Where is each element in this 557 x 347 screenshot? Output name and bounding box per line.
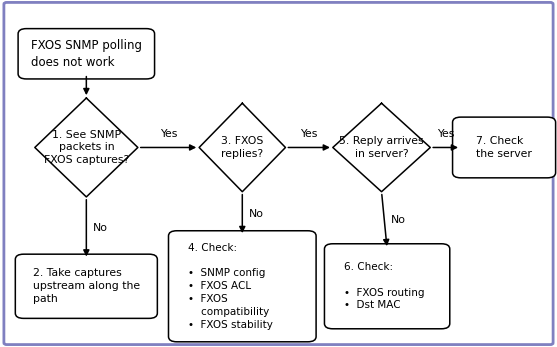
FancyBboxPatch shape	[169, 231, 316, 342]
Polygon shape	[199, 103, 285, 192]
Text: 1. See SNMP
packets in
FXOS captures?: 1. See SNMP packets in FXOS captures?	[43, 130, 129, 165]
Text: 5. Reply arrives
in server?: 5. Reply arrives in server?	[339, 136, 424, 159]
FancyBboxPatch shape	[452, 117, 556, 178]
Text: Yes: Yes	[437, 129, 455, 138]
Text: 6. Check:

•  FXOS routing
•  Dst MAC: 6. Check: • FXOS routing • Dst MAC	[344, 262, 424, 311]
FancyBboxPatch shape	[16, 254, 157, 319]
Text: No: No	[93, 223, 108, 233]
Polygon shape	[35, 98, 138, 197]
Text: No: No	[249, 209, 263, 219]
FancyBboxPatch shape	[324, 244, 449, 329]
FancyBboxPatch shape	[4, 2, 553, 345]
FancyBboxPatch shape	[18, 29, 155, 79]
Text: 2. Take captures
upstream along the
path: 2. Take captures upstream along the path	[33, 269, 140, 304]
Text: 3. FXOS
replies?: 3. FXOS replies?	[221, 136, 263, 159]
Polygon shape	[333, 103, 431, 192]
Text: No: No	[391, 215, 405, 225]
Text: FXOS SNMP polling
does not work: FXOS SNMP polling does not work	[31, 39, 142, 69]
Text: Yes: Yes	[300, 129, 318, 138]
Text: 7. Check
the server: 7. Check the server	[476, 136, 532, 159]
Text: Yes: Yes	[160, 129, 177, 138]
Text: 4. Check:

•  SNMP config
•  FXOS ACL
•  FXOS
    compatibility
•  FXOS stabilit: 4. Check: • SNMP config • FXOS ACL • FXO…	[188, 243, 273, 330]
